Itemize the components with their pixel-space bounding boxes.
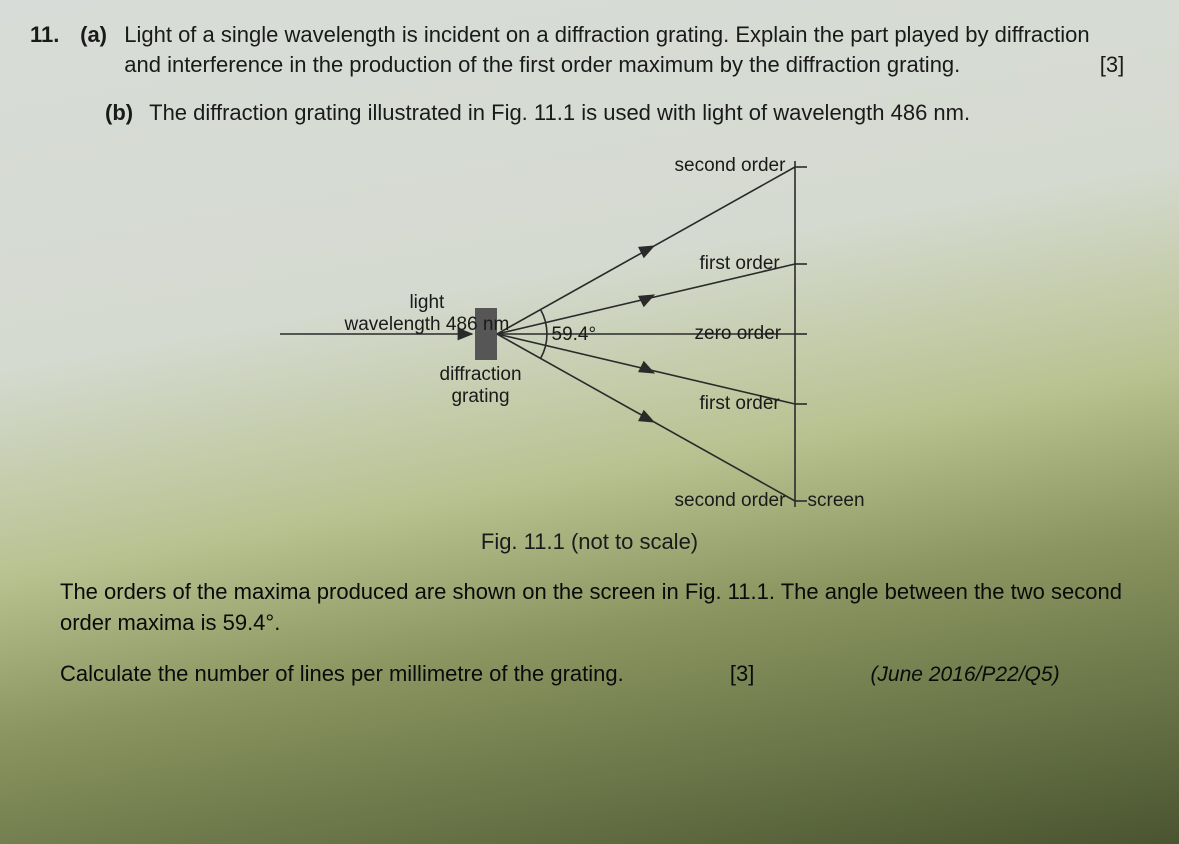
- ray-second-bottom: [497, 334, 795, 501]
- question-part-a: 11. (a) Light of a single wavelength is …: [30, 20, 1149, 79]
- calculation-line: Calculate the number of lines per millim…: [30, 661, 1149, 687]
- label-first-top: first order: [700, 253, 780, 275]
- question-part-b: (b) The diffraction grating illustrated …: [30, 97, 1149, 129]
- part-b-text: The diffraction grating illustrated in F…: [149, 97, 1139, 129]
- ray-second-top: [497, 167, 795, 334]
- figure-caption: Fig. 11.1 (not to scale): [30, 529, 1149, 555]
- part-a-marks: [3]: [1100, 50, 1124, 80]
- question-number: 11.: [30, 20, 74, 50]
- part-b-label: (b): [105, 97, 143, 129]
- ray-first-top-arrow: [646, 298, 648, 299]
- calc-marks: [3]: [730, 661, 754, 686]
- screen-label: screen: [808, 490, 865, 512]
- ray-first-bottom-arrow: [646, 369, 648, 370]
- grating-label-line1: diffraction: [440, 364, 522, 386]
- part-a-text: Light of a single wavelength is incident…: [124, 22, 1089, 77]
- label-second-top: second order: [675, 155, 786, 177]
- label-first-bottom: first order: [700, 393, 780, 415]
- part-a-label: (a): [80, 20, 118, 50]
- incident-label-line2: wavelength 486 nm: [345, 314, 510, 336]
- source-ref: (June 2016/P22/Q5): [870, 663, 1059, 686]
- grating-label: diffraction grating: [440, 364, 522, 408]
- calc-instruction: Calculate the number of lines per millim…: [60, 661, 624, 686]
- ray-second-bottom-arrow: [646, 418, 648, 419]
- label-zero: zero order: [695, 323, 782, 345]
- label-second-bottom: second order: [675, 490, 786, 512]
- incident-label-line1: light: [345, 292, 510, 314]
- incident-label: light wavelength 486 nm: [345, 292, 510, 336]
- diffraction-diagram: light wavelength 486 nm diffraction grat…: [250, 149, 930, 519]
- ray-second-top-arrow: [646, 249, 648, 250]
- body-paragraph: The orders of the maxima produced are sh…: [30, 577, 1149, 639]
- angle-label: 59.4°: [552, 324, 597, 346]
- grating-label-line2: grating: [440, 386, 522, 408]
